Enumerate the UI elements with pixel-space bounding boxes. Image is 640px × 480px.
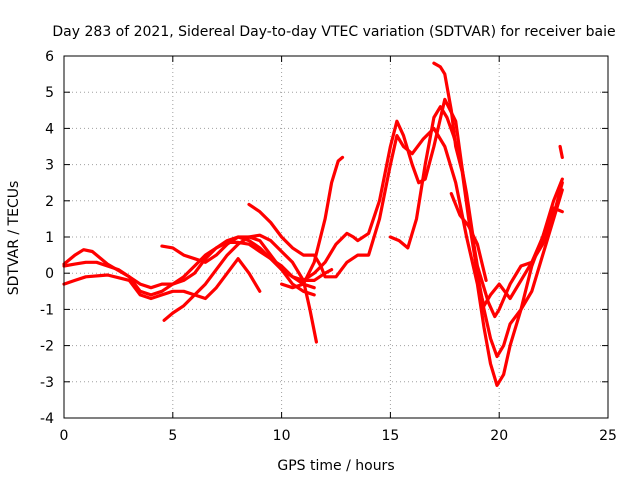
x-tick-label-25: 25 (599, 428, 617, 444)
y-tick-label-3: 3 (45, 158, 54, 174)
y-tick-label-4: 4 (45, 121, 54, 137)
y-tick-label--1: -1 (40, 302, 54, 318)
y-tick-label-0: 0 (45, 266, 54, 282)
chart-title: Day 283 of 2021, Sidereal Day-to-day VTE… (52, 24, 615, 40)
y-tick-label--4: -4 (40, 411, 54, 427)
x-tick-label-10: 10 (273, 428, 291, 444)
x-tick-label-5: 5 (168, 428, 177, 444)
y-tick-label-6: 6 (45, 49, 54, 65)
grid (64, 56, 608, 418)
series-trace-6 (247, 126, 564, 387)
series-trace-7 (280, 155, 345, 290)
series-trace-3 (62, 257, 262, 301)
y-tick-label--2: -2 (40, 339, 54, 355)
series-layer (62, 61, 564, 387)
y-tick-label-5: 5 (45, 85, 54, 101)
y-axis-label: SDTVAR / TECUs (6, 181, 22, 296)
series-trace-10 (432, 61, 564, 359)
series-trace-9 (388, 105, 564, 308)
series-trace-4 (160, 235, 316, 297)
axis-ticks: 0 5 10 15 20 25 -4 -3 -2 -1 0 1 2 3 4 5 6 (40, 49, 617, 444)
x-tick-label-15: 15 (381, 428, 399, 444)
series-trace-12 (558, 144, 564, 159)
series-trace-11 (449, 192, 488, 282)
x-tick-label-0: 0 (60, 428, 69, 444)
y-tick-label--3: -3 (40, 375, 54, 391)
x-tick-label-20: 20 (490, 428, 508, 444)
series-trace-8 (301, 97, 564, 319)
y-tick-label-1: 1 (45, 230, 54, 246)
x-axis-label: GPS time / hours (277, 458, 394, 474)
series-trace-5 (162, 233, 318, 344)
y-tick-label-2: 2 (45, 194, 54, 210)
